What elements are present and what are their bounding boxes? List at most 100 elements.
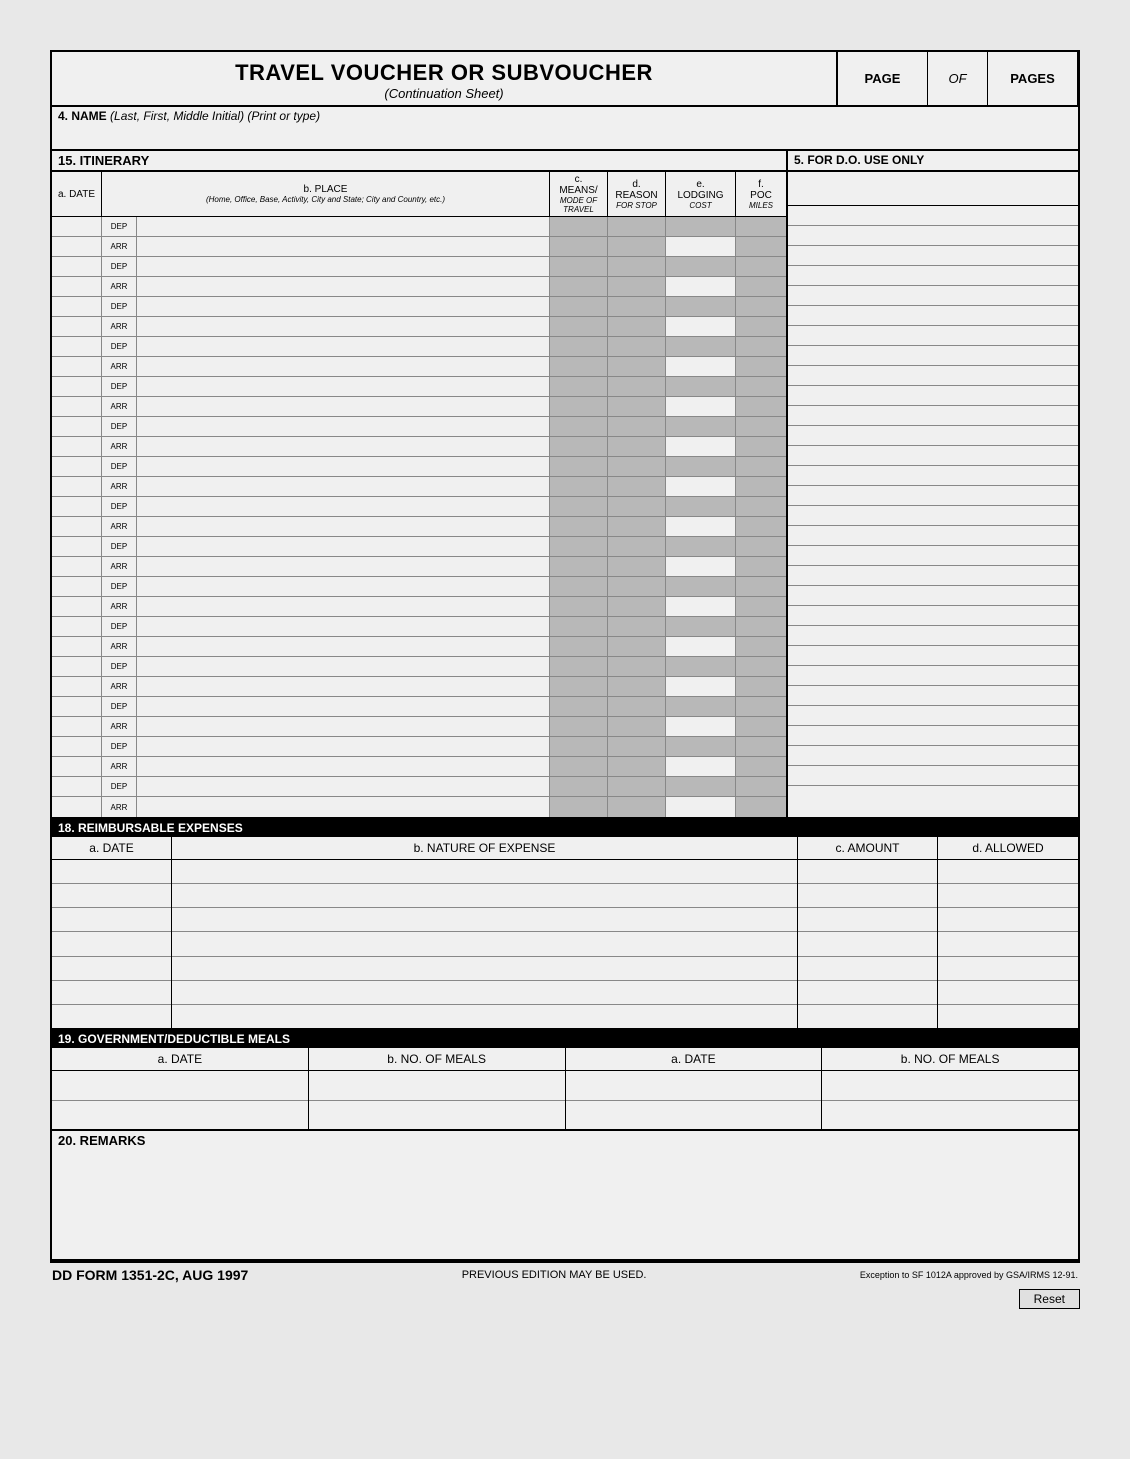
row-means[interactable] [550,417,608,436]
row-means[interactable] [550,797,608,817]
row-date[interactable] [52,637,102,656]
row-lodging[interactable] [666,557,736,576]
row-place[interactable] [137,337,550,356]
row-reason[interactable] [608,317,666,336]
row-date[interactable] [52,257,102,276]
row-means[interactable] [550,297,608,316]
row-lodging[interactable] [666,777,736,796]
row-reason[interactable] [608,377,666,396]
row-poc[interactable] [736,497,786,516]
reimb-cell[interactable] [172,932,797,956]
meals-cell[interactable] [822,1071,1078,1101]
row-reason[interactable] [608,557,666,576]
meals-cell[interactable] [309,1071,565,1101]
row-place[interactable] [137,397,550,416]
row-lodging[interactable] [666,677,736,696]
reimb-cell[interactable] [172,957,797,981]
row-reason[interactable] [608,237,666,256]
row-place[interactable] [137,257,550,276]
row-poc[interactable] [736,477,786,496]
reimb-cell[interactable] [798,908,937,932]
row-place[interactable] [137,677,550,696]
reimb-cell[interactable] [172,908,797,932]
row-reason[interactable] [608,657,666,676]
row-poc[interactable] [736,697,786,716]
row-lodging[interactable] [666,657,736,676]
row-means[interactable] [550,217,608,236]
reset-button[interactable]: Reset [1019,1289,1080,1309]
reimb-cell[interactable] [798,957,937,981]
row-reason[interactable] [608,777,666,796]
row-reason[interactable] [608,497,666,516]
row-lodging[interactable] [666,797,736,817]
row-place[interactable] [137,217,550,236]
row-means[interactable] [550,437,608,456]
reimb-cell[interactable] [172,1005,797,1028]
row-place[interactable] [137,717,550,736]
row-poc[interactable] [736,777,786,796]
row-lodging[interactable] [666,517,736,536]
row-reason[interactable] [608,537,666,556]
row-means[interactable] [550,597,608,616]
reimb-cell[interactable] [938,957,1078,981]
row-date[interactable] [52,717,102,736]
reimb-cell[interactable] [52,932,171,956]
row-reason[interactable] [608,437,666,456]
row-date[interactable] [52,217,102,236]
row-reason[interactable] [608,417,666,436]
row-place[interactable] [137,617,550,636]
row-means[interactable] [550,677,608,696]
row-lodging[interactable] [666,297,736,316]
row-means[interactable] [550,377,608,396]
row-place[interactable] [137,297,550,316]
row-place[interactable] [137,477,550,496]
row-means[interactable] [550,357,608,376]
row-date[interactable] [52,397,102,416]
row-means[interactable] [550,737,608,756]
row-reason[interactable] [608,697,666,716]
row-place[interactable] [137,497,550,516]
reimb-cell[interactable] [798,860,937,884]
row-reason[interactable] [608,577,666,596]
reimb-cell[interactable] [52,884,171,908]
row-date[interactable] [52,377,102,396]
row-place[interactable] [137,277,550,296]
row-poc[interactable] [736,597,786,616]
row-date[interactable] [52,557,102,576]
row-lodging[interactable] [666,497,736,516]
row-date[interactable] [52,677,102,696]
row-reason[interactable] [608,457,666,476]
row-reason[interactable] [608,257,666,276]
reimb-cell[interactable] [938,860,1078,884]
row-reason[interactable] [608,797,666,817]
reimb-cell[interactable] [52,981,171,1005]
row-reason[interactable] [608,617,666,636]
row-lodging[interactable] [666,237,736,256]
row-place[interactable] [137,797,550,817]
row-lodging[interactable] [666,597,736,616]
row-date[interactable] [52,697,102,716]
row-date[interactable] [52,437,102,456]
row-date[interactable] [52,317,102,336]
reimb-cell[interactable] [172,884,797,908]
row-poc[interactable] [736,297,786,316]
row-reason[interactable] [608,297,666,316]
reimb-cell[interactable] [52,860,171,884]
row-date[interactable] [52,237,102,256]
row-poc[interactable] [736,717,786,736]
row-poc[interactable] [736,237,786,256]
row-lodging[interactable] [666,397,736,416]
row-poc[interactable] [736,417,786,436]
row-reason[interactable] [608,737,666,756]
row-poc[interactable] [736,757,786,776]
row-poc[interactable] [736,797,786,817]
row-date[interactable] [52,497,102,516]
row-place[interactable] [137,437,550,456]
row-lodging[interactable] [666,477,736,496]
row-place[interactable] [137,657,550,676]
reimb-cell[interactable] [798,884,937,908]
row-poc[interactable] [736,277,786,296]
row-lodging[interactable] [666,257,736,276]
row-poc[interactable] [736,437,786,456]
meals-cell[interactable] [52,1101,308,1130]
